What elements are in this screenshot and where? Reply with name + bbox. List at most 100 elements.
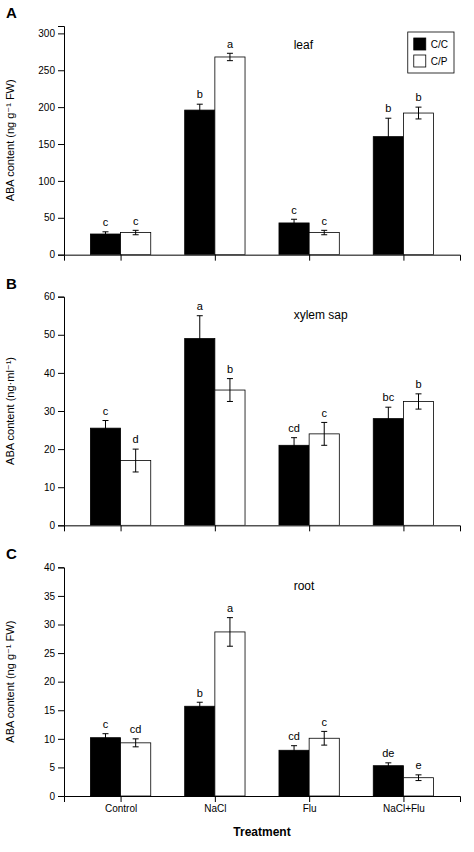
panel: cbcbcacb050100150200250300ABA content (n… [4, 4, 461, 261]
error-bar [227, 379, 233, 402]
significance-letter: b [415, 91, 421, 103]
significance-letter: c [103, 216, 109, 228]
tick-mark [58, 487, 64, 488]
tick-mark [309, 255, 310, 261]
axis-line [65, 255, 461, 261]
tick-mark [403, 255, 404, 261]
tick-mark [58, 710, 64, 711]
significance-letter: c [321, 215, 327, 227]
panel-title: xylem sap [294, 308, 348, 322]
y-tick-label: 60 [44, 291, 56, 302]
tick-mark [309, 525, 310, 531]
y-tick: 10 [44, 482, 64, 493]
y-tick-label: 50 [44, 329, 56, 340]
bar [373, 766, 403, 796]
x-tick [309, 525, 310, 531]
y-tick: 5 [49, 762, 64, 773]
y-tick-label: 35 [44, 591, 56, 602]
y-tick-label: 200 [38, 102, 55, 113]
tick-mark [58, 218, 64, 219]
error-bar [416, 107, 422, 119]
x-axis: ControlNaClFluNaCl+Flu [65, 796, 461, 814]
legend-label: C/P [431, 56, 448, 67]
error-bar [416, 394, 422, 409]
y-axis-title: ABA content (ng·ml⁻¹) [4, 357, 16, 465]
error-bar [227, 618, 233, 647]
tick-mark [121, 255, 122, 261]
bar [279, 445, 309, 525]
x-tick [215, 525, 216, 531]
y-tick: 0 [49, 520, 64, 531]
y-tick: 50 [44, 329, 64, 340]
y-tick: 150 [38, 139, 64, 150]
panel-title: root [294, 579, 315, 593]
x-tick [121, 525, 122, 531]
y-tick-label: 0 [49, 791, 55, 802]
tick-mark [58, 411, 64, 412]
tick-mark [58, 335, 64, 336]
tick-mark [58, 255, 64, 256]
y-axis-title: ABA content (ng g⁻¹ FW) [4, 79, 16, 201]
y-tick-label: 40 [44, 368, 56, 379]
x-tick [215, 255, 216, 261]
y-tick-label: 30 [44, 406, 56, 417]
error-bar [291, 746, 297, 755]
y-tick: 15 [44, 705, 64, 716]
y-tick-label: 10 [44, 482, 56, 493]
y-tick: 40 [44, 368, 64, 379]
significance-letter: c [321, 716, 327, 728]
panel: cacdbcdbcb0102030405060ABA content (ng·m… [4, 275, 461, 532]
y-tick: 20 [44, 676, 64, 687]
x-tick: NaCl+Flu [383, 796, 425, 814]
tick-mark [58, 682, 64, 683]
significance-letter: c [103, 718, 109, 730]
y-tick: 60 [44, 291, 64, 302]
y-tick-label: 0 [49, 520, 55, 531]
tick-mark [58, 653, 64, 654]
significance-letter: b [385, 102, 391, 114]
tick-mark [309, 796, 310, 802]
y-tick-label: 300 [38, 28, 55, 39]
x-axis [65, 525, 461, 531]
y-tick: 0 [49, 249, 64, 260]
axis-line [58, 297, 65, 526]
tick-mark [58, 739, 64, 740]
legend: C/C C/P [408, 32, 454, 73]
panel-title: leaf [294, 38, 314, 52]
x-tick: Control [105, 796, 137, 814]
legend-item: C/C [414, 38, 448, 50]
panel-label: A [6, 4, 17, 21]
bar [373, 419, 403, 526]
error-bar [321, 230, 327, 234]
legend-frame [408, 32, 454, 73]
panel-label: C [6, 545, 17, 562]
error-bar [197, 104, 203, 116]
figure: cbcbcacb050100150200250300ABA content (n… [0, 0, 474, 852]
error-bar [385, 763, 391, 769]
y-axis: 0510152025303540 [44, 562, 65, 802]
y-tick: 0 [49, 791, 64, 802]
significance-letter: c [133, 215, 139, 227]
plot-area [90, 53, 433, 254]
significance-letter: e [415, 759, 421, 771]
bar [279, 223, 309, 255]
y-tick-label: 150 [38, 139, 55, 150]
significance-letter: a [227, 602, 234, 614]
significance-letter: a [227, 38, 234, 50]
tick-mark [215, 525, 216, 531]
y-tick-label: 30 [44, 619, 56, 630]
bar [185, 339, 215, 526]
bar [309, 233, 339, 255]
y-tick: 20 [44, 444, 64, 455]
error-bar [321, 731, 327, 745]
y-axis: 050100150200250300 [38, 27, 64, 261]
bar [309, 738, 339, 796]
tick-mark [58, 449, 64, 450]
panel: cbcddecdace0510152025303540ControlNaClFl… [4, 545, 461, 839]
error-bar [385, 407, 391, 430]
y-tick: 300 [38, 28, 64, 39]
significance-letter: b [227, 363, 233, 375]
y-tick-label: 15 [44, 705, 56, 716]
y-tick-label: 0 [49, 249, 55, 260]
y-tick-label: 5 [49, 762, 55, 773]
